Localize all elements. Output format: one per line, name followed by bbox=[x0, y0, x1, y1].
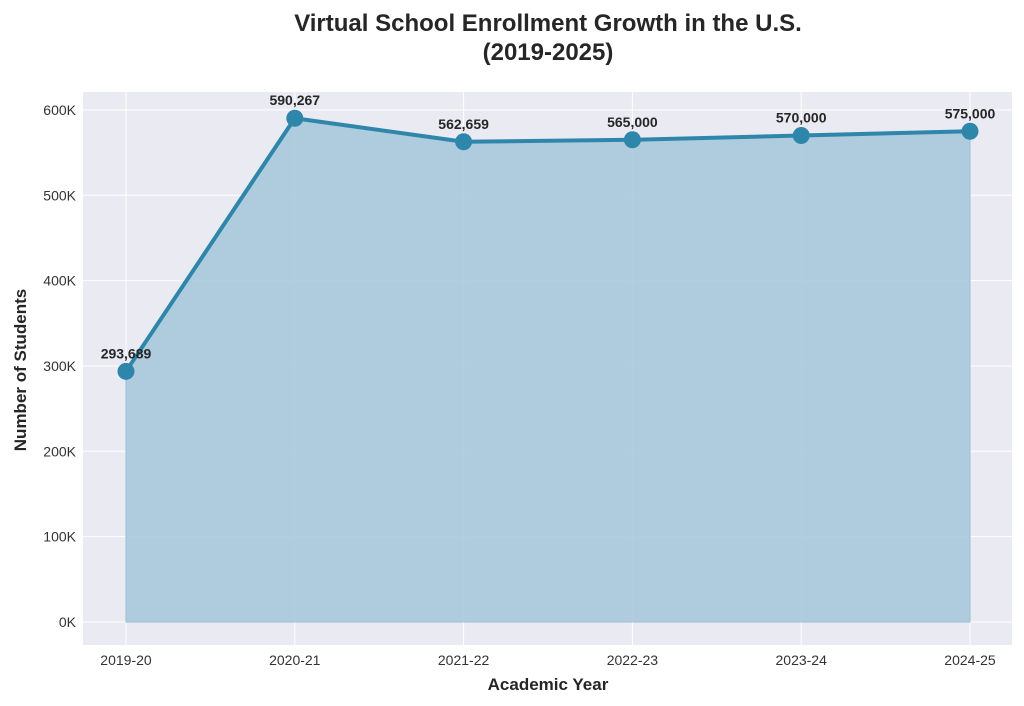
data-point bbox=[455, 133, 473, 151]
y-tick-label: 100K bbox=[43, 529, 76, 545]
chart-title-line2: (2019-2025) bbox=[483, 39, 614, 66]
data-label: 293,689 bbox=[101, 345, 152, 361]
y-tick-label: 600K bbox=[43, 102, 76, 118]
chart-title-line1: Virtual School Enrollment Growth in the … bbox=[294, 10, 802, 37]
x-tick-label: 2020-21 bbox=[269, 652, 321, 668]
data-label: 570,000 bbox=[776, 110, 827, 126]
data-point bbox=[286, 109, 304, 127]
data-label: 575,000 bbox=[945, 105, 996, 121]
data-point bbox=[117, 362, 135, 380]
data-point bbox=[623, 131, 641, 149]
series-line bbox=[124, 116, 971, 373]
y-axis-ticks: 0K 100K 200K 300K 400K 500K 600K bbox=[43, 102, 76, 630]
y-tick-label: 200K bbox=[43, 443, 76, 459]
x-axis-ticks: 2019-20 2020-21 2021-22 2022-23 2023-24 2024-… bbox=[100, 652, 996, 668]
series: 293,689 590,267 562,659 565,000 570,000 575,0… bbox=[101, 92, 996, 623]
data-label: 590,267 bbox=[269, 92, 320, 108]
data-label: 565,000 bbox=[607, 114, 658, 130]
y-tick-label: 0K bbox=[59, 614, 77, 630]
x-axis-label: Academic Year bbox=[488, 675, 609, 694]
y-tick-label: 500K bbox=[43, 187, 76, 203]
x-tick-label: 2019-20 bbox=[100, 652, 152, 668]
x-tick-label: 2021-22 bbox=[438, 652, 490, 668]
x-tick-label: 2024-25 bbox=[944, 652, 996, 668]
data-point bbox=[961, 122, 979, 140]
area-fill bbox=[125, 117, 971, 623]
data-label: 562,659 bbox=[438, 116, 489, 132]
y-tick-label: 400K bbox=[43, 273, 76, 289]
x-tick-label: 2022-23 bbox=[607, 652, 659, 668]
y-axis-label: Number of Students bbox=[11, 289, 30, 451]
x-tick-label: 2023-24 bbox=[776, 652, 828, 668]
data-point bbox=[792, 127, 810, 145]
y-tick-label: 300K bbox=[43, 358, 76, 374]
